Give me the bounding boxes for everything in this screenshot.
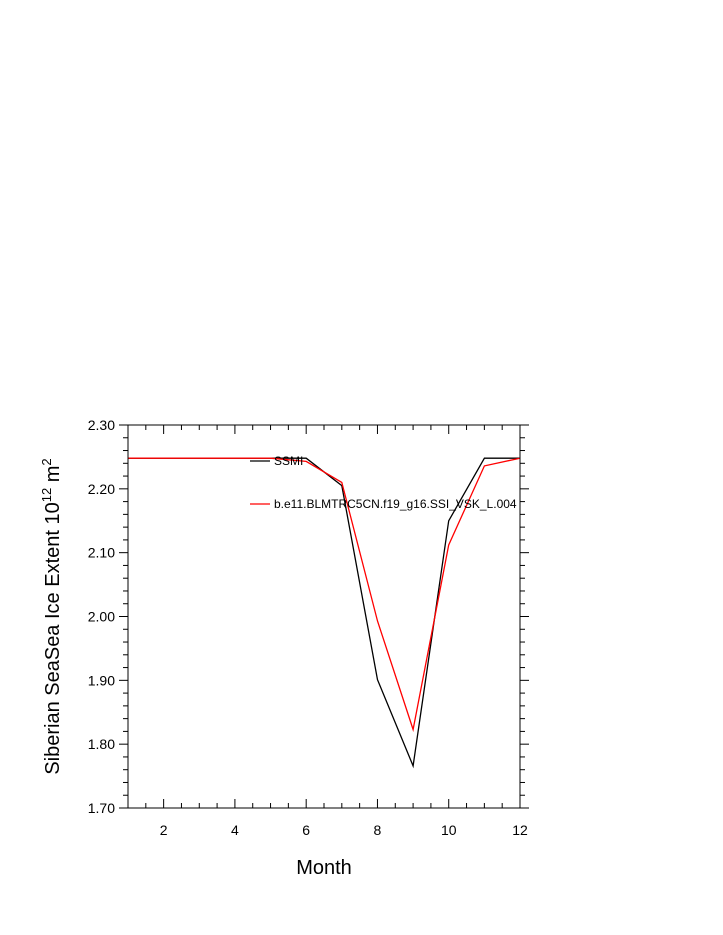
legend-label-1: SSMI	[274, 454, 303, 468]
x-tick-label: 4	[231, 822, 239, 838]
series-line-2	[128, 457, 521, 733]
y-axis-title-exponent: 12	[39, 488, 54, 502]
x-tick-label: 8	[374, 822, 382, 838]
x-tick-labels: 2 4 6 8 10 12	[160, 822, 528, 838]
y-tick-label: 1.80	[88, 736, 115, 752]
x-tick-label: 10	[441, 822, 457, 838]
x-tick-label: 12	[512, 822, 528, 838]
y-axis-title-unit-exponent: 2	[39, 458, 54, 465]
y-tick-label: 2.20	[88, 481, 115, 497]
y-axis-title: Siberian SeaSea Ice Extent 1012 m2	[39, 458, 64, 774]
series-layer	[128, 457, 521, 769]
y-tick-label: 2.30	[88, 417, 115, 433]
legend: SSMI b.e11.BLMTRC5CN.f19_g16.SSI_VSK_L.00…	[250, 454, 517, 511]
x-tick-label: 2	[160, 822, 168, 838]
legend-label-2: b.e11.BLMTRC5CN.f19_g16.SSI_VSK_L.004	[274, 497, 517, 511]
y-tick-label: 1.90	[88, 672, 115, 688]
y-tick-label: 2.10	[88, 545, 115, 561]
y-axis-title-unit: m	[42, 466, 64, 483]
y-axis-title-text: Siberian SeaSea Ice Extent 10	[42, 502, 64, 774]
x-tick-label: 6	[302, 822, 310, 838]
y-tick-label: 2.00	[88, 609, 115, 625]
plot-frame	[127, 424, 521, 809]
y-tick-label: 1.70	[88, 800, 115, 816]
x-axis-title: Month	[296, 857, 352, 879]
ticks-layer	[119, 424, 529, 809]
y-tick-labels: 1.70 1.80 1.90 2.00 2.10 2.20 2.30	[88, 417, 115, 816]
